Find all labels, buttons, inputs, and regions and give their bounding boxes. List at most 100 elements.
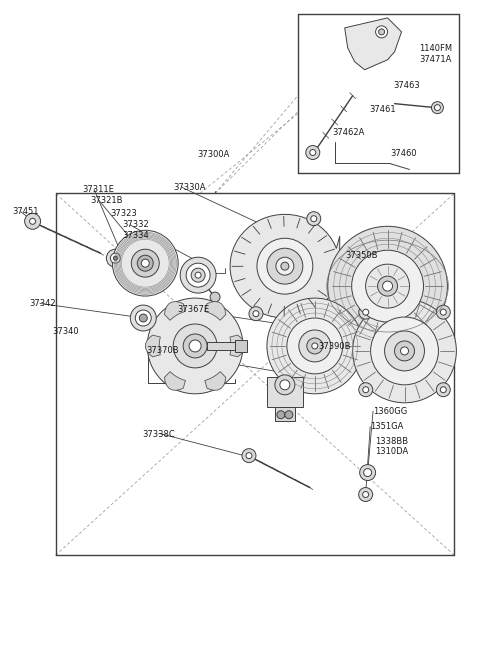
Circle shape (364, 469, 372, 477)
Circle shape (379, 29, 384, 35)
Circle shape (371, 317, 438, 385)
Circle shape (276, 257, 294, 275)
Circle shape (277, 411, 285, 419)
Circle shape (186, 263, 210, 287)
Bar (275, 407, 295, 421)
Circle shape (173, 324, 217, 368)
Circle shape (280, 380, 290, 390)
Circle shape (113, 256, 117, 260)
Circle shape (434, 105, 441, 111)
Circle shape (436, 305, 450, 319)
Circle shape (376, 26, 387, 38)
Circle shape (195, 272, 201, 278)
Polygon shape (145, 335, 160, 357)
Circle shape (107, 249, 124, 267)
Circle shape (135, 310, 151, 326)
Polygon shape (345, 18, 402, 70)
Text: 37323: 37323 (110, 210, 137, 218)
Circle shape (384, 331, 424, 371)
Text: 37321B: 37321B (91, 196, 123, 204)
Text: 37330A: 37330A (173, 183, 205, 192)
Circle shape (180, 257, 216, 293)
Circle shape (267, 298, 363, 394)
Circle shape (311, 215, 317, 222)
Circle shape (366, 264, 409, 308)
Circle shape (139, 314, 147, 322)
Circle shape (400, 347, 408, 355)
Circle shape (249, 307, 263, 321)
Text: 1360GG: 1360GG (373, 407, 408, 416)
Polygon shape (165, 372, 185, 391)
Polygon shape (205, 301, 226, 320)
Text: 37332: 37332 (123, 221, 149, 229)
Circle shape (281, 262, 289, 270)
Circle shape (440, 309, 446, 315)
Circle shape (30, 218, 36, 225)
Text: 37390B: 37390B (319, 342, 351, 351)
Circle shape (432, 102, 444, 114)
Circle shape (285, 411, 293, 419)
Text: 1351GA: 1351GA (370, 422, 404, 431)
Bar (235, 340, 247, 352)
Text: 37311E: 37311E (82, 185, 114, 194)
Circle shape (328, 227, 447, 346)
Text: 37370B: 37370B (147, 346, 180, 355)
Text: 1140FM
37471A: 1140FM 37471A (420, 44, 453, 64)
Circle shape (359, 488, 372, 501)
Circle shape (287, 318, 343, 374)
Circle shape (183, 334, 207, 358)
Bar (267, 377, 303, 407)
Circle shape (440, 387, 446, 393)
Text: 37462A: 37462A (332, 128, 364, 137)
Polygon shape (165, 301, 185, 320)
Circle shape (147, 298, 243, 394)
Polygon shape (230, 214, 340, 318)
Circle shape (359, 305, 373, 319)
Circle shape (310, 150, 316, 156)
Circle shape (352, 250, 423, 322)
Circle shape (436, 383, 450, 396)
Circle shape (353, 299, 456, 403)
Polygon shape (205, 372, 226, 391)
Bar (207, 342, 237, 350)
Text: 37451: 37451 (12, 208, 39, 216)
Circle shape (363, 387, 369, 393)
Circle shape (257, 238, 313, 294)
Circle shape (307, 212, 321, 226)
Text: 37350B: 37350B (345, 251, 378, 260)
Circle shape (378, 276, 397, 296)
Circle shape (110, 253, 120, 263)
Circle shape (130, 305, 156, 331)
Circle shape (189, 340, 201, 352)
Circle shape (363, 309, 369, 315)
Circle shape (191, 268, 205, 282)
Text: 37340: 37340 (52, 327, 79, 337)
Text: 37338C: 37338C (142, 430, 175, 439)
Text: 37300A: 37300A (197, 150, 230, 159)
Circle shape (395, 341, 415, 361)
Circle shape (312, 343, 318, 349)
Polygon shape (230, 335, 245, 357)
Text: 1338BB: 1338BB (375, 437, 408, 445)
Text: 37460: 37460 (391, 149, 418, 158)
Circle shape (253, 311, 259, 316)
Circle shape (24, 214, 41, 229)
Circle shape (267, 248, 303, 284)
Circle shape (242, 449, 256, 463)
Text: 37334: 37334 (123, 231, 149, 240)
Circle shape (210, 292, 220, 302)
Circle shape (383, 281, 393, 291)
Circle shape (141, 259, 149, 267)
Circle shape (246, 452, 252, 458)
Text: 37367E: 37367E (178, 305, 210, 314)
Circle shape (132, 249, 159, 277)
Circle shape (137, 255, 153, 271)
Text: 1310DA: 1310DA (375, 447, 408, 456)
Circle shape (275, 375, 295, 395)
Text: 37342: 37342 (29, 299, 56, 308)
Circle shape (363, 492, 369, 497)
Circle shape (359, 383, 373, 396)
Circle shape (307, 338, 323, 354)
Text: 37461: 37461 (369, 105, 396, 114)
Circle shape (112, 230, 178, 296)
